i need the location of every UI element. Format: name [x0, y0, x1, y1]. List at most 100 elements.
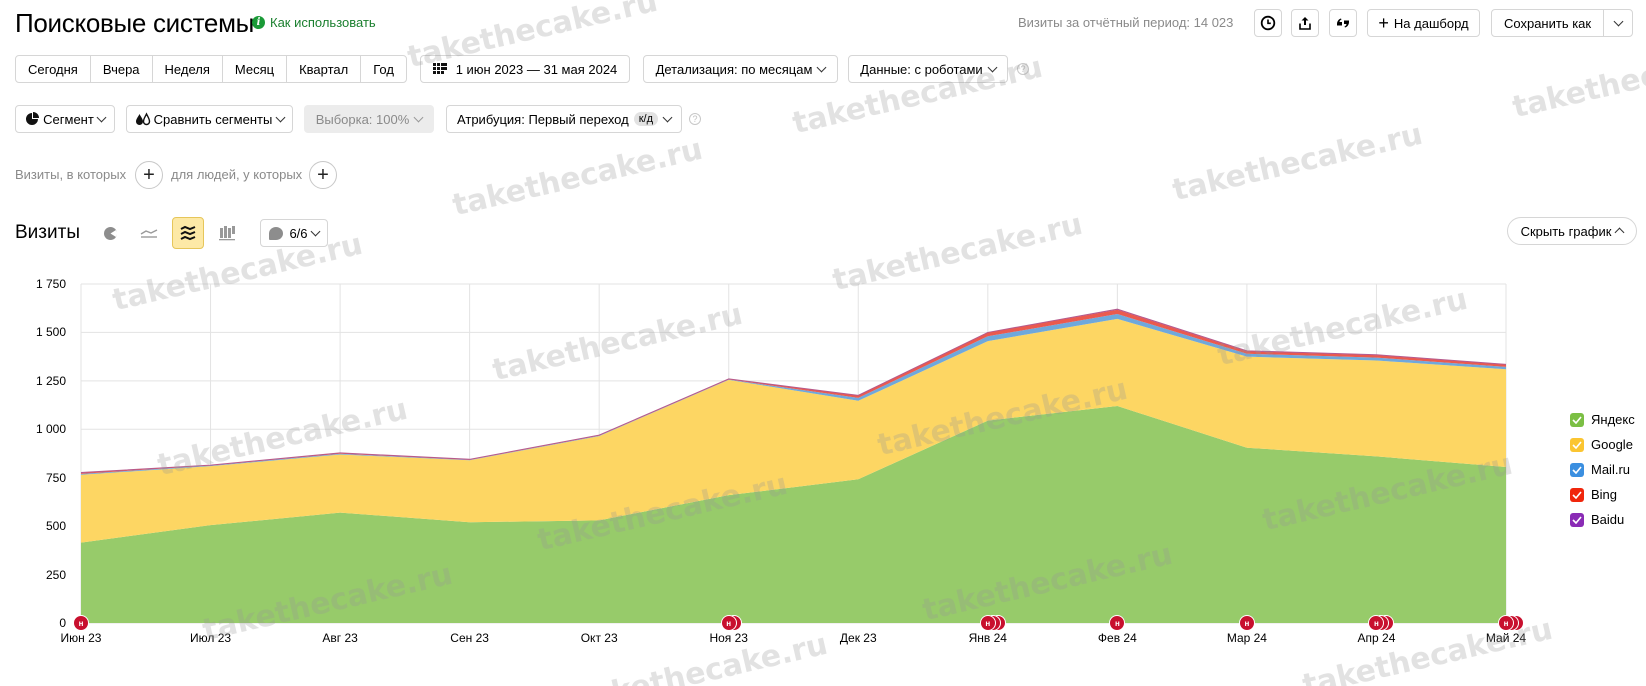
period-year[interactable]: Год	[373, 61, 394, 77]
plus-icon: +	[1378, 13, 1389, 33]
chart-type-stacked-area[interactable]	[172, 217, 204, 249]
date-range-picker[interactable]: 1 июн 2023 — 31 мая 2024	[420, 55, 630, 83]
area-series[interactable]	[81, 318, 1506, 543]
series-selector[interactable]: 6/6	[260, 219, 328, 247]
info-icon: i	[252, 16, 265, 29]
y-tick: 500	[45, 519, 66, 533]
legend-item-yandex[interactable]: Яндекс	[1570, 407, 1635, 432]
annotation-pin-icon: н	[1238, 615, 1255, 631]
detail-dropdown[interactable]: Детализация: по месяцам	[643, 55, 838, 83]
pie-chart-icon	[103, 226, 117, 240]
date-range-label: 1 июн 2023 — 31 мая 2024	[455, 61, 618, 77]
line-chart-icon	[140, 229, 158, 238]
legend-label: Google	[1591, 437, 1633, 452]
x-tick: Апр 24	[1357, 631, 1396, 645]
help-icon[interactable]: ?	[689, 113, 701, 125]
bar-chart-icon	[219, 226, 235, 241]
chart-title: Визиты	[15, 222, 80, 243]
calendar-grid-icon	[432, 63, 447, 74]
x-tick: Окт 23	[580, 631, 618, 645]
checkbox-icon	[1570, 437, 1584, 452]
x-tick: Авг 23	[322, 631, 358, 645]
annotation-marker[interactable]: н	[1368, 615, 1395, 631]
y-tick: 1 750	[35, 277, 66, 291]
segment-label: Сегмент	[43, 111, 94, 127]
sample-label: Выборка: 100%	[315, 111, 410, 127]
annotation-marker[interactable]: н	[1238, 615, 1255, 631]
sample-dropdown[interactable]: Выборка: 100%	[304, 105, 434, 133]
people-filter-label: для людей, у которых	[171, 167, 303, 182]
annotation-pin-icon: н	[1109, 615, 1126, 631]
to-dashboard-label: На дашборд	[1393, 15, 1469, 31]
legend-item-mailru[interactable]: Mail.ru	[1570, 457, 1635, 482]
annotation-pin-icon: н	[720, 615, 737, 631]
legend-item-bing[interactable]: Bing	[1570, 482, 1635, 507]
compare-segments-label: Сравнить сегменты	[153, 111, 273, 127]
add-visit-filter-button[interactable]: +	[135, 161, 163, 189]
period-yesterday[interactable]: Вчера	[91, 56, 153, 82]
x-tick: Июн 23	[60, 631, 102, 645]
period-selector: Сегодня Вчера Неделя Месяц Квартал Год	[15, 55, 407, 83]
chart-type-pie[interactable]	[94, 217, 126, 249]
how-to-use-link[interactable]: i Как использовать	[252, 15, 376, 30]
area-series[interactable]	[81, 406, 1506, 623]
annotation-pin-icon: н	[1498, 615, 1514, 631]
annotation-marker[interactable]: н	[1498, 615, 1524, 631]
detail-label: Детализация: по месяцам	[655, 61, 813, 77]
history-button[interactable]	[1254, 9, 1282, 37]
drops-icon	[135, 112, 150, 126]
legend-item-baidu[interactable]: Baidu	[1570, 507, 1635, 532]
checkbox-icon	[1570, 412, 1584, 427]
legend-label: Mail.ru	[1591, 462, 1631, 477]
y-tick: 1 000	[35, 422, 66, 436]
x-tick: Июл 23	[190, 631, 232, 645]
hide-chart-label: Скрыть график	[1520, 223, 1612, 239]
plus-icon: +	[317, 163, 329, 186]
checkbox-icon	[1570, 462, 1584, 477]
data-dropdown[interactable]: Данные: с роботами	[848, 55, 1008, 83]
legend-label: Bing	[1591, 487, 1618, 502]
x-tick: Май 24	[1485, 631, 1527, 645]
x-tick: Фев 24	[1097, 631, 1137, 645]
export-button[interactable]	[1291, 9, 1319, 37]
save-as-button[interactable]: Сохранить как	[1504, 15, 1592, 31]
annotation-marker[interactable]: н	[979, 615, 1006, 631]
period-today[interactable]: Сегодня	[16, 56, 91, 82]
y-tick: 0	[59, 616, 66, 630]
period-month[interactable]: Месяц	[223, 56, 288, 82]
annotation-marker[interactable]: н	[720, 615, 742, 631]
add-people-filter-button[interactable]: +	[309, 161, 337, 189]
share-button[interactable]	[1329, 9, 1357, 37]
chart-type-bar[interactable]	[211, 217, 243, 249]
upload-icon	[1299, 17, 1311, 30]
clock-icon	[1260, 15, 1276, 31]
attribution-badge: к/д	[633, 112, 658, 126]
legend-label: Яндекс	[1591, 412, 1635, 427]
period-week[interactable]: Неделя	[153, 56, 223, 82]
pie-icon	[26, 112, 40, 125]
compare-segments-dropdown[interactable]: Сравнить сегменты	[126, 105, 293, 133]
series-counter: 6/6	[289, 225, 308, 241]
y-tick: 1 250	[35, 374, 66, 388]
annotation-pin-icon: н	[979, 615, 996, 631]
legend-label: Baidu	[1591, 512, 1625, 527]
annotation-pin-icon: н	[1368, 615, 1385, 631]
x-tick: Дек 23	[839, 631, 877, 645]
chart-type-line[interactable]	[133, 217, 165, 249]
y-tick: 750	[45, 471, 66, 485]
x-tick: Мар 24	[1226, 631, 1267, 645]
to-dashboard-button[interactable]: + На дашборд	[1367, 9, 1480, 37]
annotation-marker[interactable]: н	[73, 615, 89, 631]
annotation-marker[interactable]: н	[1109, 615, 1126, 631]
segment-dropdown[interactable]: Сегмент	[15, 105, 115, 133]
attribution-dropdown[interactable]: Атрибуция: Первый переход к/д	[446, 105, 682, 133]
hide-chart-button[interactable]: Скрыть график	[1507, 217, 1637, 245]
legend-item-google[interactable]: Google	[1570, 432, 1635, 457]
save-as-dropdown[interactable]	[1603, 10, 1632, 36]
x-tick: Янв 24	[968, 631, 1007, 645]
y-tick: 1 500	[35, 325, 66, 339]
period-quarter[interactable]: Квартал	[287, 56, 362, 82]
help-icon[interactable]: ?	[1017, 63, 1029, 75]
save-as-group: Сохранить как	[1491, 9, 1633, 37]
